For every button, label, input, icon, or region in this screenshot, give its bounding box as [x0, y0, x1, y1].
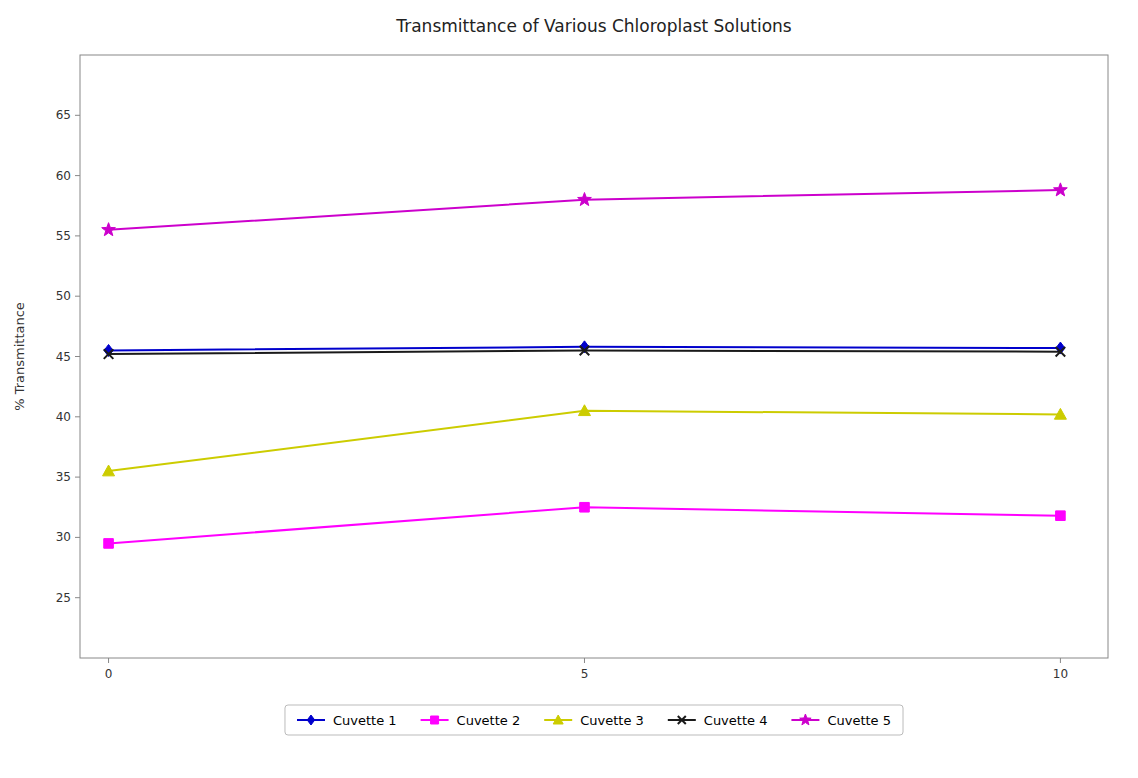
background: [0, 0, 1138, 778]
y-tick-label: 55: [56, 229, 71, 243]
series-marker: [578, 405, 590, 416]
series-marker: [580, 502, 590, 512]
series-line: [109, 507, 1061, 543]
series-marker: [104, 539, 114, 549]
y-tick: [75, 235, 80, 236]
y-tick-label: 60: [56, 169, 71, 183]
x-tick: [1060, 658, 1061, 663]
page: {"chart_data": {"type": "line", "title":…: [0, 0, 1138, 778]
y-tick: [75, 356, 80, 357]
y-tick-label: 35: [56, 470, 71, 484]
plot-frame: [80, 55, 1108, 658]
legend-marker: [307, 715, 315, 725]
y-tick: [75, 597, 80, 598]
series-marker: [580, 346, 590, 356]
y-tick-label: 50: [56, 289, 71, 303]
series-marker: [1054, 408, 1066, 419]
series-marker: [1056, 511, 1066, 521]
y-tick-label: 30: [56, 530, 71, 544]
legend-marker: [553, 715, 563, 724]
y-tick: [75, 537, 80, 538]
legend-label: Cuvette 3: [580, 713, 644, 728]
title: Transmittance of Various Chloroplast Sol…: [395, 16, 792, 36]
data-layer: [102, 183, 1068, 548]
legend-item: Cuvette 3: [544, 713, 644, 728]
chart: Transmittance of Various Chloroplast Sol…: [0, 0, 1138, 778]
series-marker: [1054, 183, 1068, 196]
y-tick: [75, 477, 80, 478]
legend-item: Cuvette 5: [791, 713, 891, 728]
legend-label: Cuvette 4: [704, 713, 768, 728]
series-line: [109, 190, 1061, 230]
series-marker: [1056, 347, 1066, 357]
x-tick-label: 5: [581, 667, 589, 681]
y-tick: [75, 175, 80, 176]
legend-item: Cuvette 4: [668, 713, 768, 728]
y-tick-label: 25: [56, 591, 71, 605]
series-marker: [102, 223, 116, 236]
series-marker: [104, 349, 114, 359]
series-line: [109, 411, 1061, 471]
legend-item: Cuvette 2: [421, 713, 521, 728]
y-tick: [75, 115, 80, 116]
legend-label: Cuvette 1: [333, 713, 397, 728]
series-marker: [578, 193, 592, 206]
x-tick: [584, 658, 585, 663]
legend: Cuvette 1 Cuvette 2 Cuvette 3 Cuvette 4 Cuve…: [285, 705, 903, 735]
y-axis-label: % Transmittance: [12, 302, 27, 411]
series-marker: [103, 465, 115, 476]
y-tick: [75, 296, 80, 297]
legend-marker: [678, 716, 686, 724]
y-tick-label: 40: [56, 410, 71, 424]
x-tick: [108, 658, 109, 663]
y-tick-label: 45: [56, 350, 71, 364]
legend-box: [285, 705, 903, 735]
x-tick-label: 0: [105, 667, 113, 681]
legend-label: Cuvette 2: [457, 713, 521, 728]
y-tick-label: 65: [56, 108, 71, 122]
x-tick-label: 10: [1053, 667, 1068, 681]
y-tick: [75, 416, 80, 417]
legend-item: Cuvette 1: [297, 713, 397, 728]
legend-marker: [431, 716, 439, 724]
legend-label: Cuvette 5: [827, 713, 891, 728]
legend-marker: [800, 714, 811, 725]
